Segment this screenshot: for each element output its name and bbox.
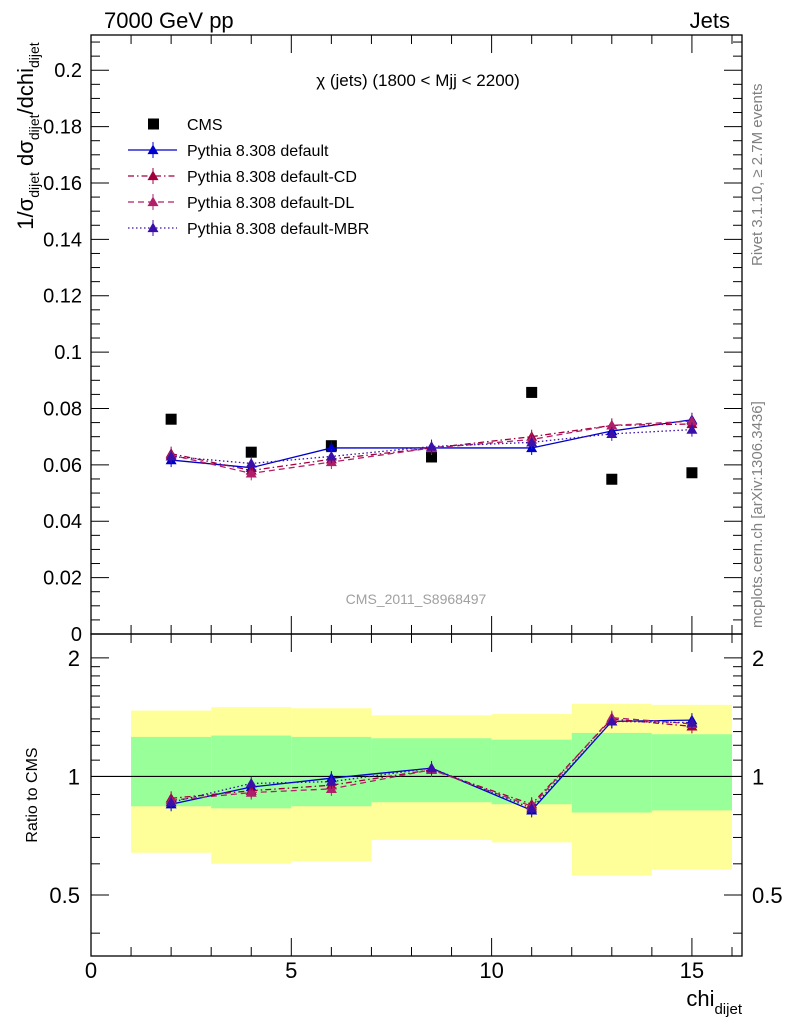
legend-label-2: Pythia 8.308 default-CD (187, 169, 357, 186)
main-ytick-label-8: 0.16 (43, 173, 82, 195)
ratio-ytick-label-left-1: 1 (68, 764, 80, 789)
header-left: 7000 GeV pp (104, 8, 234, 33)
main-marks (165, 386, 698, 485)
main-ytick-label-1: 0.02 (43, 568, 82, 590)
ratio-point-s3-1 (245, 777, 257, 788)
legend-label-3: Pythia 8.308 default-DL (187, 195, 354, 212)
ratio-point-s2-1 (245, 787, 257, 797)
ratio-ticks: 0.5 0.5 1 1 2 2 0 5 10 15 (49, 634, 783, 983)
main-ytick-label-4: 0.08 (43, 398, 82, 420)
main-point-s4-4 (526, 436, 538, 447)
header-right: Jets (690, 8, 730, 33)
main-ytick-label-0: 0 (71, 624, 82, 646)
main-point-s3-6 (686, 415, 698, 426)
main-point-s0-4 (526, 386, 538, 398)
main-ytick-label-10: 0.2 (54, 60, 82, 82)
main-point-s3-1 (245, 467, 257, 478)
ratio-band-green-5 (571, 732, 652, 813)
main-ylabel-text: 1/σdijet dσdijet/dchidijet (13, 42, 42, 230)
ratio-point-s3-4 (526, 802, 538, 813)
ratio-point-s3-0 (165, 796, 177, 807)
ratio-ylabel: Ratio to CMS (24, 747, 41, 842)
main-point-s0-6 (686, 467, 698, 479)
main-point-s1-2 (325, 442, 337, 453)
main-ytick-label-2: 0.04 (43, 511, 82, 533)
analysis-id: CMS_2011_S8968497 (346, 591, 487, 607)
main-ytick-label-5: 0.1 (54, 342, 82, 364)
ratio-xtick-label-1: 5 (285, 958, 297, 983)
ratio-point-s3-3 (426, 762, 438, 773)
legend-marker-4 (147, 222, 159, 233)
main-title: χ (jets) (1800 < Mjj < 2200) (316, 71, 520, 90)
legend-marker-0 (148, 118, 159, 130)
main-point-s4-5 (606, 428, 618, 438)
ratio-ytick-label-right-1: 1 (752, 764, 764, 789)
main-point-s4-2 (325, 450, 337, 461)
main-point-s0-1 (245, 446, 257, 458)
legend-label-4: Pythia 8.308 default-MBR (187, 221, 369, 238)
ratio-ytick-label-right-0: 0.5 (752, 883, 783, 908)
ratio-point-s3-6 (686, 717, 698, 727)
main-point-s4-1 (245, 457, 257, 468)
ratio-marks (91, 703, 742, 876)
legend-marker-1 (147, 144, 159, 155)
ratio-xtick-label-0: 0 (85, 958, 97, 983)
main-ytick-label-6: 0.12 (43, 286, 82, 308)
legend-label-1: Pythia 8.308 default (187, 143, 329, 160)
ratio-xlabel: chidijet (686, 986, 742, 1018)
legend: CMS Pythia 8.308 default Pythia 8.308 defa… (128, 117, 369, 238)
ratio-ytick-label-left-2: 2 (68, 646, 80, 671)
main-point-s3-5 (606, 419, 618, 430)
main-ytick-label-9: 0.18 (43, 117, 82, 139)
mcplots-label: mcplots.cern.ch [arXiv:1306.3436] (749, 401, 766, 628)
main-point-s4-6 (686, 424, 698, 434)
ratio-ytick-label-right-2: 2 (752, 646, 764, 671)
ratio-xtick-label-3: 15 (680, 958, 704, 983)
main-point-s0-5 (606, 473, 618, 485)
ratio-point-s3-5 (606, 715, 618, 726)
legend-marker-3 (147, 196, 159, 207)
rivet-label: Rivet 3.1.10, ≥ 2.7M events (749, 84, 766, 267)
ratio-point-s3-2 (325, 776, 337, 786)
ratio-xtick-label-2: 10 (479, 958, 503, 983)
ratio-frame (90, 633, 743, 957)
ratio-xlabel-text: chidijet (686, 986, 742, 1018)
main-ticks: 0 0.02 0.04 0.06 0.08 0.1 0.12 0.14 0.16 0.18 0.2 (43, 35, 742, 646)
ratio-band-green-4 (491, 739, 572, 805)
main-ytick-label-7: 0.14 (43, 229, 82, 251)
legend-label-0: CMS (187, 117, 223, 134)
ratio-band-green-6 (651, 734, 732, 811)
main-point-s4-3 (426, 441, 438, 451)
main-point-s0-0 (165, 413, 177, 425)
main-ytick-label-3: 0.06 (43, 455, 82, 477)
main-ylabel: 1/σdijet dσdijet/dchidijet (13, 42, 42, 230)
main-panel: 00.020.040.060.080.10.120.140.160.180.2 … (13, 34, 743, 646)
legend-marker-2 (147, 170, 159, 181)
ratio-ytick-label-left-0: 0.5 (49, 883, 80, 908)
main-point-s4-0 (165, 450, 177, 461)
main-point-s0-3 (426, 451, 438, 463)
ratio-panel: 0.5 0.5 1 1 2 2 0 5 10 15 Ratio to CMS chidijet (24, 633, 783, 1018)
